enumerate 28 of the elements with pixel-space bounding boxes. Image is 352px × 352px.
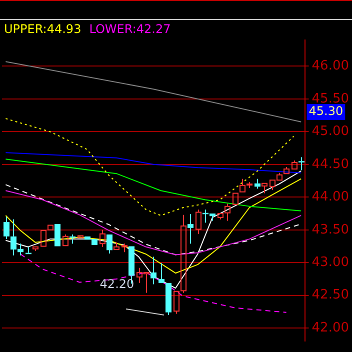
candlestick	[254, 178, 260, 190]
line-series	[5, 118, 294, 216]
annotation: 42.20	[100, 277, 134, 292]
candlestick	[188, 214, 194, 244]
candlestick	[150, 256, 156, 285]
y-tick-label: 45.00	[312, 124, 349, 140]
candlestick	[166, 282, 172, 316]
annotation: 45.30	[308, 104, 344, 118]
y-tick-label: 42.00	[312, 320, 349, 336]
candlestick	[54, 224, 60, 246]
candlestick	[78, 235, 84, 238]
y-tick-label: 42.50	[312, 288, 349, 303]
candlestick	[196, 209, 202, 234]
candlestick	[262, 182, 268, 194]
candlestick	[298, 156, 304, 171]
y-tick-label: 43.00	[312, 255, 349, 270]
candlestick	[232, 192, 238, 205]
candlestick	[4, 216, 10, 240]
text: UPPER:44.93	[4, 22, 82, 36]
candlestick	[106, 234, 112, 254]
y-tick-label: 44.50	[312, 156, 349, 172]
text: LOWER:42.27	[89, 22, 171, 36]
y-tick-label: 44.00	[312, 190, 349, 205]
y-tick-label: 46.00	[312, 58, 349, 74]
y-tick-label: 43.50	[312, 222, 349, 238]
line-series	[20, 254, 287, 313]
candlestick	[100, 229, 106, 248]
y-tick-label: 45.50	[312, 91, 349, 106]
